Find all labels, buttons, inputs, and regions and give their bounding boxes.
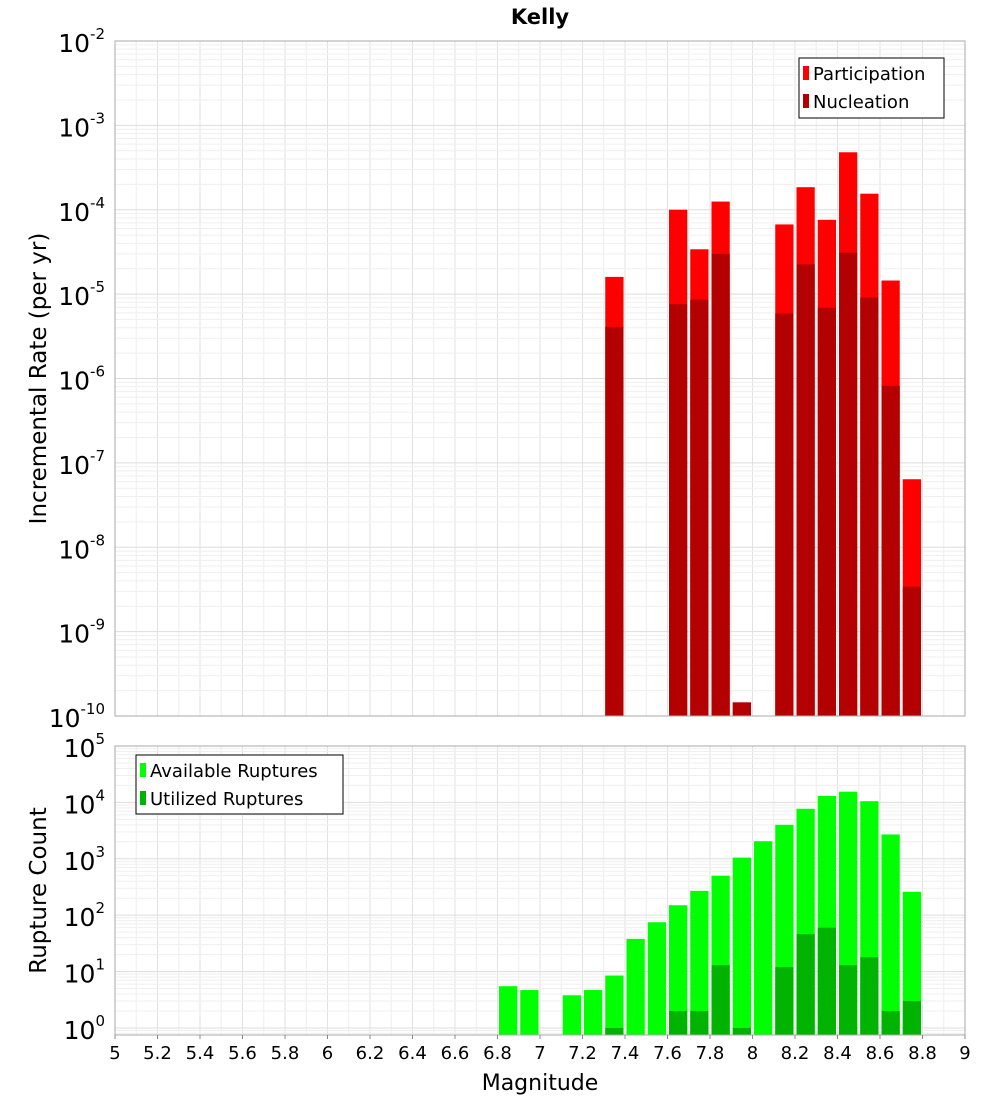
bar [690,890,709,1035]
x-axis-tick-labels: 5 5.2 5.4 5.6 5.8 6 6.2 6.4 6.6 6.8 7 7.2 7.4 7.6 7.8 8… [109,1035,971,1064]
bar [839,965,858,1035]
bar [499,986,518,1035]
bar [817,307,836,716]
x-tick-label: 6.2 [356,1043,385,1064]
x-tick-label: 6.4 [398,1043,427,1064]
bar [732,702,751,716]
bar [775,967,794,1035]
legend-swatch [803,66,809,80]
bar [669,304,688,716]
y-tick-label: 10-5 [58,278,105,311]
y-tick-label: 10-7 [58,447,105,480]
y-tick-label: 10-4 [58,194,105,227]
bar [817,927,836,1035]
x-tick-label: 5.4 [186,1043,215,1064]
legend-swatch [140,791,146,805]
y-tick-label: 104 [64,786,105,819]
bar [881,834,900,1035]
series-2 [605,252,921,716]
y-tick-label: 10-10 [49,700,105,733]
x-tick-label: 8.2 [781,1043,810,1064]
x-tick-label: 9 [959,1043,970,1064]
bar [732,857,751,1035]
y-tick-label: 10-3 [58,109,105,142]
legend-box [798,57,945,119]
x-axis-label: Magnitude [482,1071,599,1096]
bar [626,938,645,1035]
y-axis-tick-labels: 10-10 10-9 10-8 10-7 10-6 10-5 10-4 10-3 10-2 [49,25,105,733]
y-tick-label: 10-8 [58,531,105,564]
legend: Available Ruptures Utilized Ruptures [135,754,344,815]
x-tick-label: 5.6 [228,1043,257,1064]
legend: Participation Nucleation [798,57,945,119]
series-2 [605,927,921,1035]
legend-box [135,754,344,815]
x-tick-label: 5 [109,1043,120,1064]
bar [839,252,858,716]
bar [605,975,624,1035]
chart-panel-2: 100 101 102 103 104 105 Rupture Count 5 5.2 5.4 5.… [26,730,971,1096]
bar [902,891,921,1035]
x-tick-label: 5.8 [271,1043,300,1064]
y-tick-label: 103 [64,843,105,876]
x-tick-label: 5.2 [143,1043,172,1064]
y-tick-label: 10-2 [58,25,105,58]
bar [796,264,815,716]
x-tick-label: 7.8 [696,1043,725,1064]
bar [860,297,879,716]
y-tick-label: 102 [64,899,105,932]
chart-panel-1: 10-10 10-9 10-8 10-7 10-6 10-5 10-4 10-3 10-2 Inc… [26,5,966,733]
y-tick-label: 100 [64,1012,105,1045]
y-axis-label: Rupture Count [26,807,52,973]
x-tick-label: 7.6 [653,1043,682,1064]
bar [881,385,900,716]
bar [605,1027,624,1035]
x-tick-label: 7.4 [611,1043,640,1064]
bar [690,1010,709,1035]
legend-label: Nucleation [813,92,909,113]
bar [669,1010,688,1035]
bar [584,990,603,1035]
legend-label: Utilized Ruptures [150,789,303,810]
legend-swatch [140,763,146,777]
x-tick-label: 7.2 [568,1043,597,1064]
x-tick-label: 8.4 [823,1043,852,1064]
x-tick-label: 6 [322,1043,333,1064]
x-tick-label: 6.8 [483,1043,512,1064]
y-tick-label: 105 [64,730,105,763]
x-tick-label: 6.6 [441,1043,470,1064]
x-tick-label: 8 [747,1043,758,1064]
y-axis-tick-labels: 100 101 102 103 104 105 [64,730,105,1045]
bar [562,995,581,1035]
bar [902,1001,921,1035]
bar [520,990,539,1035]
bar [711,253,730,716]
y-tick-label: 101 [64,956,105,989]
y-tick-label: 10-9 [58,616,105,649]
chart-title: Kelly [511,5,570,29]
y-tick-label: 10-6 [58,363,105,396]
bar [711,965,730,1035]
bar [605,326,624,716]
x-tick-label: 8.6 [866,1043,895,1064]
bar [647,922,666,1035]
x-tick-label: 7 [534,1043,545,1064]
x-tick-label: 8.8 [908,1043,937,1064]
bar [902,586,921,716]
bar [732,1027,751,1035]
y-axis-label: Incremental Rate (per yr) [26,233,52,525]
bar [796,934,815,1035]
bar [669,905,688,1035]
plot-frame [114,40,966,717]
legend-label: Available Ruptures [150,761,318,782]
bar [690,299,709,716]
bar [881,1010,900,1035]
bar [860,957,879,1035]
legend-label: Participation [813,64,925,85]
bar [775,313,794,716]
bar [754,841,773,1035]
legend-swatch [803,94,809,108]
